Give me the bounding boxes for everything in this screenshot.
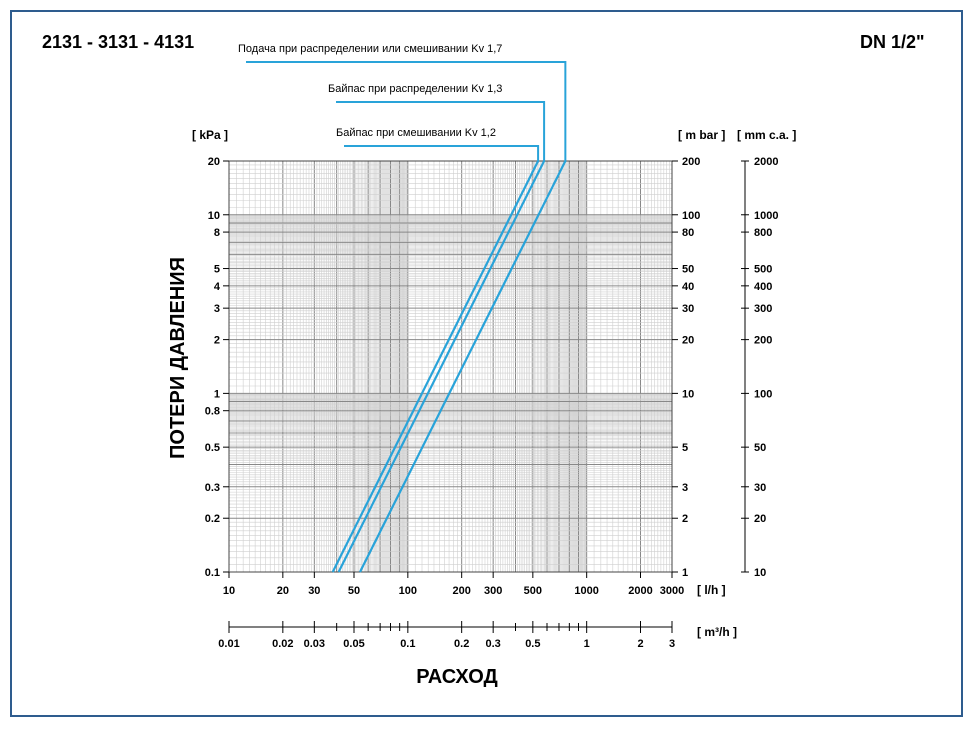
y-right-tick-label: 30 [682,303,694,315]
curve-label-kv17: Подача при распределении или смешивании … [238,43,502,55]
y-tick-label: 0.2 [205,513,220,525]
y-axis-label: ПОТЕРИ ДАВЛЕНИЯ [167,257,189,459]
x-bottom-unit: [ l/h ] [697,583,726,597]
y-right-tick-label: 50 [682,264,694,276]
y-right-tick-label: 2 [682,513,688,525]
x2-tick-label: 0.5 [525,638,540,650]
y-right-tick-label: 100 [682,210,700,222]
y-tick-label: 8 [214,227,220,239]
y-right-tick-label: 40 [682,281,694,293]
y-tick-label: 20 [208,156,220,168]
y-tick-label: 1 [214,388,220,400]
x2-tick-label: 1 [584,638,590,650]
x-tick-label: 50 [348,585,360,597]
y-right2-tick-label: 500 [754,264,772,276]
curve-leader-2 [246,61,567,162]
x-tick-label: 2000 [628,585,652,597]
x-tick-label: 100 [399,585,417,597]
y-right-tick-label: 20 [682,335,694,347]
y-right2-tick-label: 800 [754,227,772,239]
y-tick-label: 0.3 [205,482,220,494]
y-right2-tick-label: 100 [754,388,772,400]
y-tick-label: 2 [214,335,220,347]
y-right2-tick-label: 1000 [754,210,778,222]
y-right-tick-label: 1 [682,567,688,579]
x2-tick-label: 0.2 [454,638,469,650]
y-tick-label: 4 [214,281,221,293]
curve-leader-0 [344,145,540,162]
y-right2-tick-label: 20 [754,513,766,525]
y-tick-label: 5 [214,264,220,276]
x2-tick-label: 0.3 [486,638,501,650]
x2-tick-label: 2 [637,638,643,650]
x-tick-label: 300 [484,585,502,597]
x-tick-label: 500 [524,585,542,597]
y-right-tick-label: 3 [682,482,688,494]
chart-title: 2131 - 3131 - 4131 [42,32,194,52]
y-right2-tick-label: 50 [754,442,766,454]
y-tick-label: 0.1 [205,567,220,579]
curve-leader-1 [336,101,546,162]
grid [228,160,673,573]
ticks: 0.1 0.2 0.3 0.5 0.8 1 2 3 4 5 8 10 20 1 2 3 5 10 20 30 40 50 8… [205,156,779,650]
y-tick-label: 0.8 [205,406,220,418]
curves [331,160,567,573]
x-tick-label: 1000 [574,585,598,597]
y-right-unit-2: [ mm c.a. ] [737,128,796,142]
curve-label-leaders [246,61,567,162]
x2-tick-label: 3 [669,638,675,650]
x2-tick-label: 0.1 [400,638,415,650]
series-line-1 [337,160,546,573]
x-tick-label: 200 [452,585,470,597]
y-right-tick-label: 10 [682,388,694,400]
y-tick-label: 0.5 [205,442,220,454]
y-tick-label: 10 [208,210,220,222]
y-right2-tick-label: 10 [754,567,766,579]
y-right2-tick-label: 300 [754,303,772,315]
x-tick-label: 10 [223,585,235,597]
chart-subtitle: DN 1/2" [860,32,925,52]
x-axis-label: РАСХОД [416,666,498,688]
y-right-tick-label: 80 [682,227,694,239]
y-right2-tick-label: 400 [754,281,772,293]
y-right2-tick-label: 2000 [754,156,778,168]
plot-border [228,160,673,573]
y-right-unit-1: [ m bar ] [678,128,725,142]
chart-frame [10,10,963,717]
x-tick-label: 30 [308,585,320,597]
curve-label-kv12: Байпас при смешивании Kv 1,2 [336,127,496,139]
x-tick-label: 3000 [660,585,684,597]
y-right2-tick-label: 30 [754,482,766,494]
x-second-unit: [ m³/h ] [697,625,737,639]
y-right2-tick-label: 200 [754,335,772,347]
y-tick-label: 3 [214,303,220,315]
series-line-2 [359,160,567,573]
x2-tick-label: 0.05 [343,638,364,650]
y-left-unit: [ kPa ] [192,128,228,142]
x2-tick-label: 0.01 [218,638,239,650]
series-line-0 [331,160,540,573]
curve-label-kv13: Байпас при распределении Kv 1,3 [328,83,502,95]
x2-tick-label: 0.02 [272,638,293,650]
x2-tick-label: 0.03 [304,638,325,650]
y-right-tick-label: 200 [682,156,700,168]
x-tick-label: 20 [277,585,289,597]
y-right-tick-label: 5 [682,442,688,454]
